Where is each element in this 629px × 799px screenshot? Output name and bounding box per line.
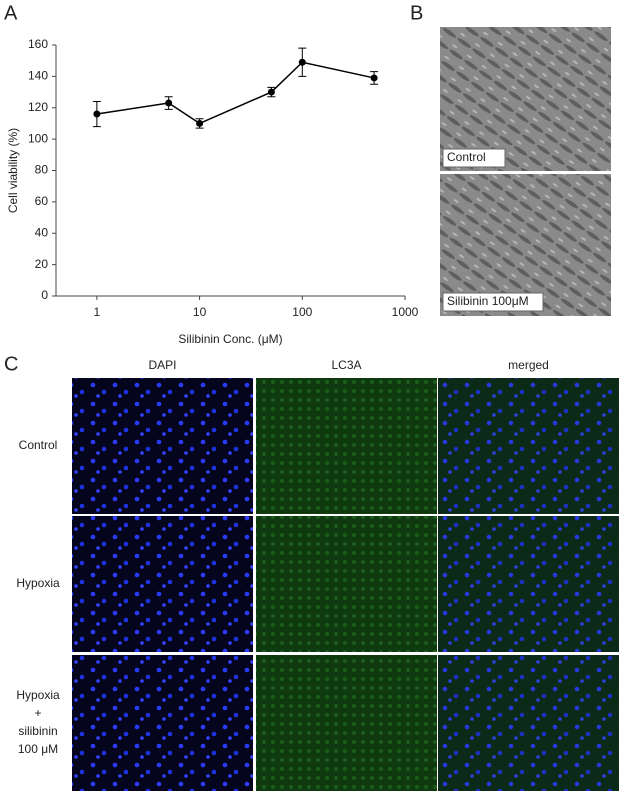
- data-line: [96, 61, 375, 125]
- fluorescence-image: [256, 378, 437, 514]
- row-label: Control: [19, 438, 58, 452]
- y-tick-label: 100: [28, 131, 48, 145]
- y-tick-label: 80: [35, 163, 49, 177]
- y-tick-label: 160: [28, 37, 48, 51]
- y-tick-label: 0: [41, 288, 48, 302]
- image-label: Silibinin 100μM: [447, 294, 529, 308]
- y-tick-label: 140: [28, 69, 48, 83]
- x-tick-label: 100: [292, 305, 312, 319]
- nuclei: [438, 655, 619, 791]
- panel-label: B: [410, 2, 423, 24]
- panel-label: C: [4, 353, 18, 375]
- y-tick-label: 40: [35, 225, 49, 239]
- column-label: merged: [508, 358, 549, 372]
- nuclei: [438, 378, 619, 514]
- y-tick-label: 60: [35, 194, 49, 208]
- image-label: Control: [447, 150, 486, 164]
- label-box: [442, 148, 506, 168]
- panel-label: A: [4, 2, 18, 24]
- y-tick-label: 20: [35, 257, 49, 271]
- row-label: Hypoxia: [16, 576, 60, 590]
- data-point: [165, 99, 173, 107]
- column-label: LC3A: [331, 358, 361, 372]
- label-box: [442, 292, 544, 312]
- x-axis-label: Silibinin Conc. (μM): [178, 332, 282, 346]
- row-label: +: [34, 706, 41, 720]
- x-tick-label: 1000: [392, 305, 419, 319]
- fluorescence-image: [256, 516, 437, 652]
- panel-images: [440, 27, 611, 316]
- row-label: 100 μM: [18, 742, 58, 756]
- nuclei: [72, 516, 253, 652]
- y-axis-label: Cell viability (%): [6, 128, 20, 213]
- row-label: silibinin: [18, 724, 57, 738]
- fluorescence-image: [256, 655, 437, 791]
- x-tick-label: 10: [193, 305, 207, 319]
- micrograph: [440, 174, 611, 316]
- data-point: [298, 58, 306, 66]
- data-point: [267, 88, 275, 96]
- y-tick-label: 120: [28, 100, 48, 114]
- x-tick-label: 1: [94, 305, 101, 319]
- data-point: [196, 119, 204, 127]
- nuclei: [72, 655, 253, 791]
- column-label: DAPI: [148, 358, 176, 372]
- nuclei: [72, 378, 253, 514]
- row-label: Hypoxia: [16, 688, 60, 702]
- data-point: [370, 74, 378, 82]
- data-point: [93, 110, 101, 118]
- nuclei: [438, 516, 619, 652]
- micrograph: [440, 27, 611, 171]
